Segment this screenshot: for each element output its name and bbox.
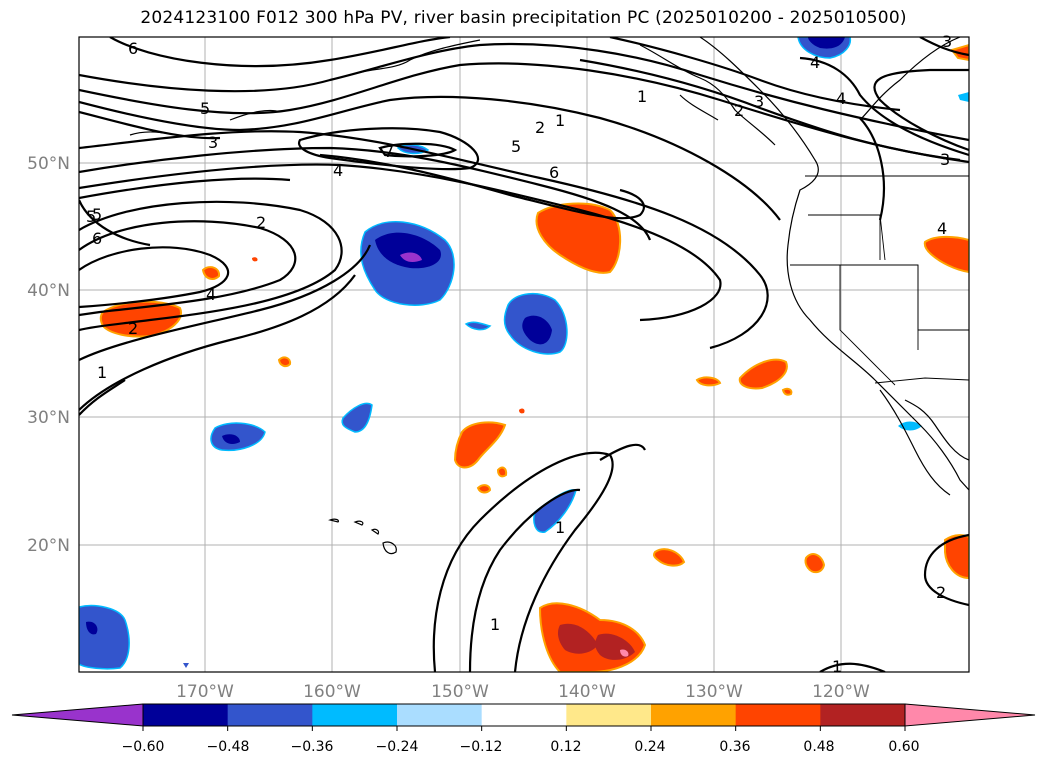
colorbar-frame [142, 703, 906, 727]
lat-label: 30°N [27, 408, 70, 428]
map-title: 2024123100 F012 300 hPa PV, river basin … [140, 8, 907, 28]
colorbar-extension-low [11, 703, 144, 727]
lon-label: 170°W [176, 682, 234, 702]
contour-label: 1 [97, 363, 107, 382]
contour-label: 5 [511, 137, 521, 156]
lat-label: 40°N [27, 281, 70, 301]
contour-label: 2 [936, 583, 946, 602]
colorbar-tick-labels: −0.60 −0.48 −0.36 −0.24 −0.12 0.12 0.24 … [122, 739, 920, 755]
contour-label: 3 [208, 133, 218, 152]
pv-contours [79, 37, 969, 672]
colorbar-tick-label: 0.60 [888, 739, 919, 755]
contour-label: 3 [754, 92, 764, 111]
colorbar-swatch [735, 704, 821, 726]
contour-label: 6 [92, 229, 102, 248]
colorbar-tick-label: 0.48 [803, 739, 834, 755]
contour-label: 1 [490, 615, 500, 634]
contour-label: 1 [555, 518, 565, 537]
lon-label: 160°W [303, 682, 361, 702]
borders [790, 175, 969, 386]
colorbar-tick-label: −0.12 [460, 739, 503, 755]
pv-contour-labels: 6 5 3 4 2 1 5 2 1 3 4 2 1 7 4 5 6 3 4 5 … [86, 32, 952, 676]
lon-label: 120°W [812, 682, 870, 702]
contour-label: 2 [128, 319, 138, 338]
contour-label: 4 [836, 89, 846, 108]
colorbar-tick-label: −0.60 [122, 739, 165, 755]
contour-label: 1 [555, 111, 565, 130]
precip-negative-areas [79, 37, 969, 670]
lat-label: 50°N [27, 154, 70, 174]
colorbar-tick-label: 0.12 [550, 739, 581, 755]
contour-label: 3 [940, 150, 950, 169]
contour-label: 3 [942, 32, 952, 51]
colorbar-swatch [566, 704, 652, 726]
colorbar-ticks [142, 726, 906, 731]
colorbar-tick-label: −0.36 [291, 739, 334, 755]
contour-label: 4 [810, 53, 820, 72]
colorbar-swatch [397, 704, 483, 726]
gridlines [79, 37, 969, 672]
contour-label: 5 [200, 99, 210, 118]
colorbar-swatch [481, 704, 567, 726]
lon-label: 140°W [558, 682, 616, 702]
coastlines [129, 37, 969, 555]
longitude-labels: 170°W 160°W 150°W 140°W 130°W 120°W [176, 682, 870, 702]
lon-label: 150°W [431, 682, 489, 702]
colorbar-tick-label: 0.24 [634, 739, 665, 755]
contour-label: 2 [256, 213, 266, 232]
contour-label: 4 [206, 285, 216, 304]
colorbar-swatch [820, 704, 906, 726]
contour-label: 5 [86, 207, 96, 226]
contour-label: 6 [128, 39, 138, 58]
colorbar-swatch [227, 704, 313, 726]
colorbar-tick-label: −0.48 [207, 739, 250, 755]
map-frame [78, 36, 970, 673]
contour-label: 1 [832, 657, 842, 676]
colorbar-swatches [11, 703, 1036, 727]
colorbar-swatch [143, 704, 229, 726]
latitude-labels: 50°N 40°N 30°N 20°N [27, 154, 70, 556]
contour-label: 4 [333, 161, 343, 180]
contour-label: 6 [549, 163, 559, 182]
lat-label: 20°N [27, 536, 70, 556]
colorbar-swatch [312, 704, 398, 726]
contour-label: 1 [637, 87, 647, 106]
colorbar-extension-high [904, 703, 1036, 727]
colorbar: −0.60 −0.48 −0.36 −0.24 −0.12 0.12 0.24 … [11, 703, 1036, 755]
contour-label: 4 [937, 219, 947, 238]
contour-label: 2 [734, 101, 744, 120]
lon-label: 130°W [685, 682, 743, 702]
colorbar-tick-label: −0.24 [376, 739, 419, 755]
contour-label: 2 [535, 118, 545, 137]
contour-label: 5 [92, 205, 102, 224]
contour-label: 7 [384, 142, 394, 161]
colorbar-tick-label: 0.36 [719, 739, 750, 755]
colorbar-swatch [651, 704, 737, 726]
precip-positive-areas [99, 43, 969, 672]
